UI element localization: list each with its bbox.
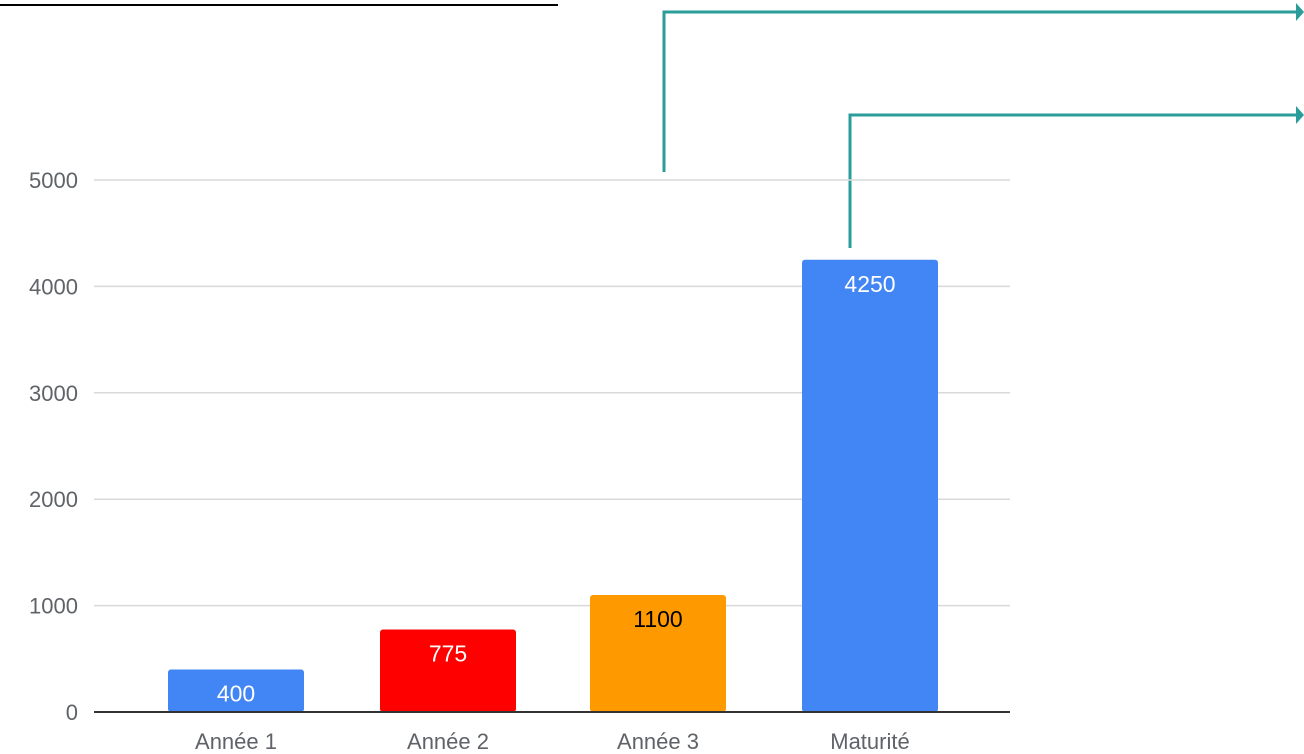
callout-arrowhead-lower bbox=[1296, 106, 1304, 124]
y-tick-label: 3000 bbox=[29, 381, 78, 406]
y-tick-label: 0 bbox=[66, 700, 78, 725]
x-tick-label: Année 3 bbox=[617, 729, 699, 754]
y-axis-ticks: 0 1000 2000 3000 4000 5000 bbox=[29, 168, 78, 725]
y-tick-label: 1000 bbox=[29, 594, 78, 619]
bar bbox=[168, 669, 304, 712]
x-tick-label: Année 1 bbox=[195, 729, 277, 754]
bars bbox=[168, 259, 938, 712]
bar bbox=[380, 629, 516, 712]
bar-value-label: 775 bbox=[429, 641, 467, 667]
bar-value-label: 400 bbox=[217, 680, 255, 706]
bar bbox=[590, 594, 726, 712]
x-axis-labels: Année 1 Année 2 Année 3 Maturité bbox=[195, 729, 910, 754]
callout-line-lower bbox=[848, 113, 1296, 248]
y-tick-label: 5000 bbox=[29, 168, 78, 193]
bar-value-label: 4250 bbox=[844, 271, 895, 297]
bar bbox=[802, 259, 938, 712]
data-labels: 400 775 1100 4250 bbox=[217, 271, 896, 707]
y-tick-label: 4000 bbox=[29, 274, 78, 299]
x-tick-label: Maturité bbox=[830, 729, 909, 754]
bar-value-label: 1100 bbox=[633, 606, 682, 632]
callout-connectors bbox=[662, 3, 1304, 248]
callout-arrowhead-upper bbox=[1296, 3, 1304, 21]
y-tick-label: 2000 bbox=[29, 487, 78, 512]
x-tick-label: Année 2 bbox=[407, 729, 489, 754]
callout-line-upper bbox=[662, 10, 1296, 172]
